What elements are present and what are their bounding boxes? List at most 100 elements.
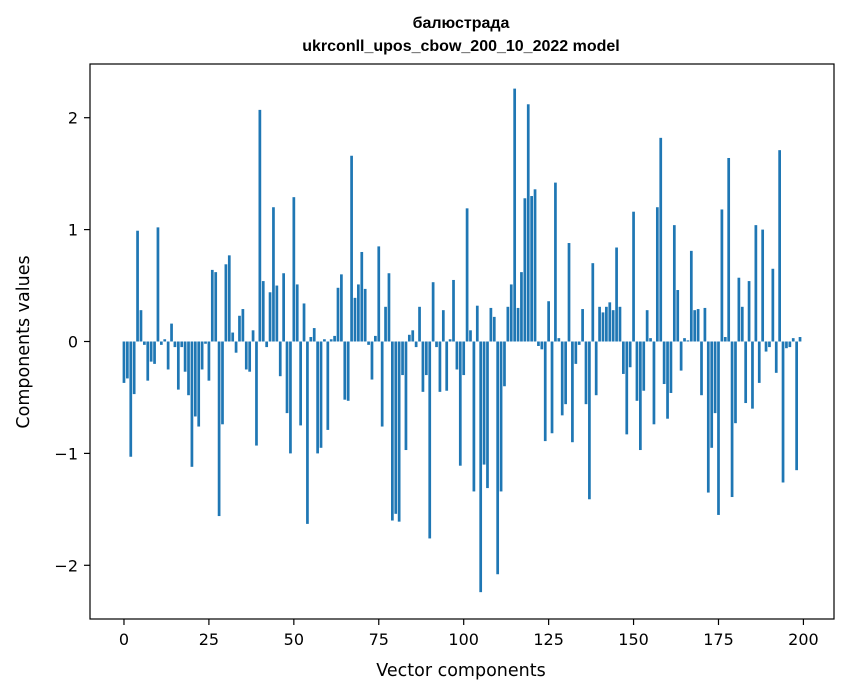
bar-component-25 <box>207 341 211 381</box>
bar-component-3 <box>132 341 136 395</box>
bar-component-130 <box>564 341 567 405</box>
bar-component-87 <box>418 306 421 342</box>
bars-group <box>122 88 802 593</box>
bar-component-9 <box>153 341 156 364</box>
bar-component-95 <box>445 341 449 391</box>
bar-component-47 <box>282 273 285 342</box>
bar-component-14 <box>170 323 173 342</box>
bar-component-79 <box>391 341 394 521</box>
bar-component-128 <box>557 338 561 342</box>
bar-component-169 <box>696 309 700 342</box>
bar-component-90 <box>428 341 432 539</box>
bar-component-180 <box>734 341 737 424</box>
bar-component-164 <box>679 341 683 371</box>
bar-component-32 <box>231 332 235 342</box>
bar-component-20 <box>190 341 194 467</box>
bar-component-53 <box>302 303 306 342</box>
bar-component-112 <box>503 341 506 387</box>
bar-component-0 <box>122 341 126 383</box>
bar-component-37 <box>248 341 252 372</box>
bar-component-173 <box>710 341 714 448</box>
bar-component-193 <box>778 150 781 342</box>
bar-component-175 <box>717 341 720 515</box>
bar-component-123 <box>540 341 544 350</box>
bar-component-46 <box>278 341 282 377</box>
bar-component-170 <box>700 341 703 396</box>
bar-component-104 <box>475 305 479 342</box>
bar-component-51 <box>295 284 299 342</box>
bar-component-139 <box>594 341 598 396</box>
bar-component-34 <box>238 315 241 342</box>
bar-component-179 <box>730 341 734 498</box>
bar-component-83 <box>404 341 408 451</box>
bar-component-41 <box>261 281 265 342</box>
bar-component-140 <box>598 306 601 342</box>
bar-component-148 <box>625 341 629 435</box>
bar-component-160 <box>666 341 669 419</box>
bar-component-5 <box>139 310 143 342</box>
bar-component-27 <box>214 272 218 342</box>
bar-component-97 <box>452 279 455 342</box>
x-tick-label: 150 <box>618 630 649 649</box>
bar-component-114 <box>509 284 513 342</box>
bar-component-136 <box>584 341 588 405</box>
bar-component-38 <box>251 330 255 342</box>
bar-component-52 <box>299 341 302 426</box>
bar-component-134 <box>577 341 581 345</box>
bar-component-54 <box>306 341 309 524</box>
bar-component-126 <box>550 341 554 434</box>
bar-component-11 <box>159 341 163 345</box>
bar-component-24 <box>204 341 207 344</box>
bar-component-94 <box>441 310 445 342</box>
bar-component-59 <box>323 339 326 342</box>
bar-component-166 <box>686 340 690 342</box>
bar-component-110 <box>496 341 500 575</box>
bar-component-133 <box>574 341 578 364</box>
bar-component-150 <box>632 211 635 342</box>
bar-component-106 <box>482 341 486 465</box>
bar-component-22 <box>197 341 201 427</box>
bar-component-121 <box>533 189 537 342</box>
bar-component-142 <box>605 306 608 342</box>
bar-component-89 <box>424 341 428 376</box>
bar-component-129 <box>560 341 564 416</box>
bar-component-28 <box>217 341 221 517</box>
bar-component-100 <box>462 341 466 376</box>
bar-component-7 <box>146 341 150 381</box>
bar-component-158 <box>659 137 663 342</box>
bar-component-82 <box>401 341 404 376</box>
bar-component-8 <box>149 341 153 362</box>
bar-component-138 <box>591 263 595 342</box>
bar-component-17 <box>180 341 184 348</box>
bar-component-127 <box>554 182 557 342</box>
bar-component-81 <box>397 341 401 522</box>
bar-component-68 <box>353 297 357 342</box>
bar-component-159 <box>662 341 666 385</box>
bar-component-141 <box>601 312 605 342</box>
bar-component-188 <box>761 229 765 342</box>
bar-component-153 <box>642 341 646 391</box>
x-axis: 0 25 50 75 100 125 150 175 200 <box>119 619 819 649</box>
bar-component-78 <box>387 273 391 342</box>
bar-component-71 <box>363 288 367 342</box>
x-axis-label: Vector components <box>376 661 545 681</box>
bar-component-102 <box>469 330 472 342</box>
bar-component-80 <box>394 341 398 514</box>
y-tick-label: −2 <box>54 556 78 575</box>
bar-component-64 <box>340 274 343 342</box>
bar-component-171 <box>703 307 707 342</box>
bar-component-116 <box>516 307 520 342</box>
bar-component-103 <box>472 341 476 492</box>
bar-component-192 <box>774 341 778 373</box>
bar-component-199 <box>798 337 802 342</box>
bar-component-125 <box>547 301 550 342</box>
bar-component-48 <box>285 341 289 414</box>
bar-component-1 <box>126 341 129 379</box>
bar-component-23 <box>200 341 204 370</box>
bar-component-155 <box>649 338 652 342</box>
bar-component-6 <box>143 341 146 345</box>
y-tick-label: 0 <box>68 333 78 352</box>
x-tick-label: 50 <box>284 630 304 649</box>
bar-component-189 <box>764 341 768 352</box>
